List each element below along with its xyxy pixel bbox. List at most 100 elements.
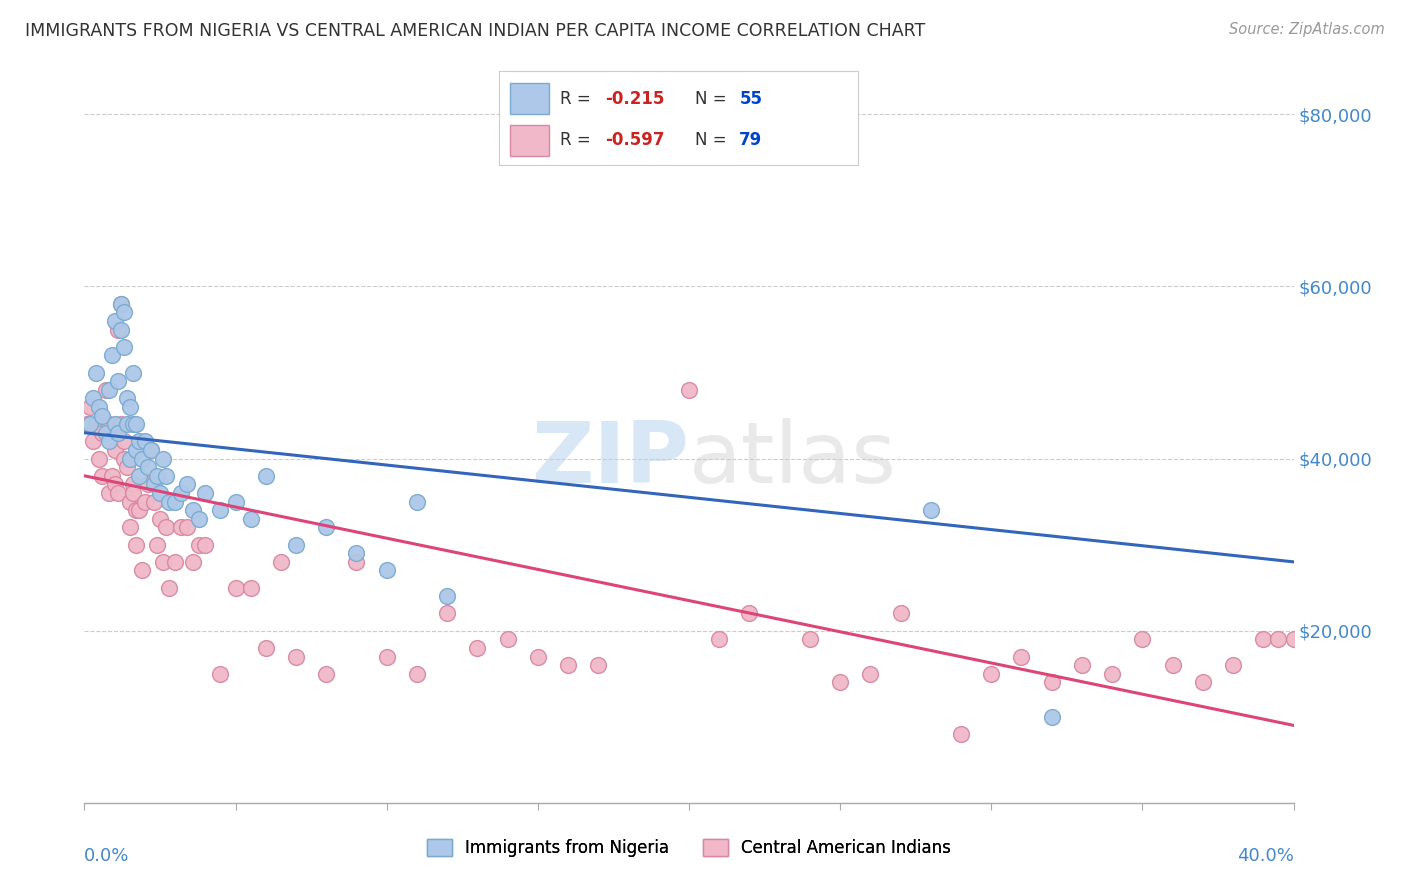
Point: [176, 520, 198, 534]
Point: [142, 494, 165, 508]
Point: [375, 649, 398, 664]
Point: [170, 486, 193, 500]
Point: [115, 460, 138, 475]
Point: [406, 494, 429, 508]
Point: [1071, 658, 1094, 673]
Point: [1101, 666, 1123, 681]
Point: [859, 666, 882, 681]
Point: [107, 322, 129, 336]
Point: [125, 442, 148, 457]
Point: [315, 520, 337, 534]
Point: [121, 486, 143, 500]
Point: [194, 486, 217, 500]
Y-axis label: Per Capita Income: Per Capita Income: [0, 361, 8, 513]
Text: 79: 79: [740, 131, 762, 149]
Point: [830, 675, 852, 690]
Point: [239, 512, 262, 526]
Point: [315, 666, 337, 681]
Point: [104, 477, 127, 491]
Text: IMMIGRANTS FROM NIGERIA VS CENTRAL AMERICAN INDIAN PER CAPITA INCOME CORRELATION: IMMIGRANTS FROM NIGERIA VS CENTRAL AMERI…: [25, 22, 925, 40]
Point: [104, 417, 127, 432]
Point: [155, 468, 177, 483]
Point: [149, 512, 172, 526]
Point: [1253, 632, 1275, 647]
Point: [149, 486, 172, 500]
Point: [82, 434, 104, 449]
Point: [107, 374, 129, 388]
Point: [115, 392, 138, 406]
Text: N =: N =: [695, 89, 731, 108]
Point: [136, 477, 159, 491]
Point: [97, 383, 120, 397]
Point: [527, 649, 550, 664]
Point: [79, 400, 101, 414]
Point: [128, 468, 150, 483]
Point: [152, 451, 174, 466]
FancyBboxPatch shape: [510, 83, 550, 113]
Point: [107, 425, 129, 440]
Point: [118, 451, 141, 466]
Point: [225, 581, 247, 595]
Point: [125, 417, 148, 432]
Point: [678, 383, 700, 397]
Point: [134, 434, 156, 449]
Point: [100, 468, 122, 483]
Point: [146, 468, 169, 483]
Point: [104, 314, 127, 328]
Point: [110, 417, 132, 432]
Point: [112, 305, 135, 319]
Point: [1282, 632, 1305, 647]
Point: [97, 417, 120, 432]
Point: [89, 400, 111, 414]
Point: [346, 555, 368, 569]
Point: [136, 460, 159, 475]
Point: [91, 468, 114, 483]
Point: [104, 442, 127, 457]
Point: [91, 425, 114, 440]
Point: [146, 538, 169, 552]
Point: [799, 632, 821, 647]
Point: [94, 383, 117, 397]
Point: [890, 607, 912, 621]
Point: [170, 520, 193, 534]
Point: [285, 649, 308, 664]
Point: [134, 494, 156, 508]
Point: [121, 477, 143, 491]
Point: [110, 322, 132, 336]
Point: [406, 666, 429, 681]
Point: [139, 442, 162, 457]
Text: 40.0%: 40.0%: [1237, 847, 1294, 864]
Point: [94, 425, 117, 440]
Point: [165, 494, 187, 508]
Point: [181, 503, 204, 517]
Point: [738, 607, 761, 621]
Point: [100, 348, 122, 362]
Point: [209, 503, 232, 517]
Point: [436, 607, 458, 621]
Point: [112, 340, 135, 354]
Point: [709, 632, 731, 647]
Point: [115, 417, 138, 432]
Point: [1267, 632, 1289, 647]
Point: [225, 494, 247, 508]
Point: [125, 503, 148, 517]
Point: [139, 442, 162, 457]
Point: [920, 503, 942, 517]
FancyBboxPatch shape: [510, 125, 550, 156]
Point: [97, 434, 120, 449]
Point: [82, 392, 104, 406]
Point: [128, 434, 150, 449]
Point: [1040, 710, 1063, 724]
Point: [121, 366, 143, 380]
Point: [112, 434, 135, 449]
Text: ZIP: ZIP: [531, 417, 689, 500]
Text: -0.215: -0.215: [605, 89, 664, 108]
Legend: Immigrants from Nigeria, Central American Indians: Immigrants from Nigeria, Central America…: [420, 832, 957, 864]
Point: [557, 658, 579, 673]
Point: [76, 417, 98, 432]
Point: [91, 409, 114, 423]
Point: [950, 727, 973, 741]
Text: atlas: atlas: [689, 417, 897, 500]
Point: [157, 494, 180, 508]
Point: [107, 486, 129, 500]
